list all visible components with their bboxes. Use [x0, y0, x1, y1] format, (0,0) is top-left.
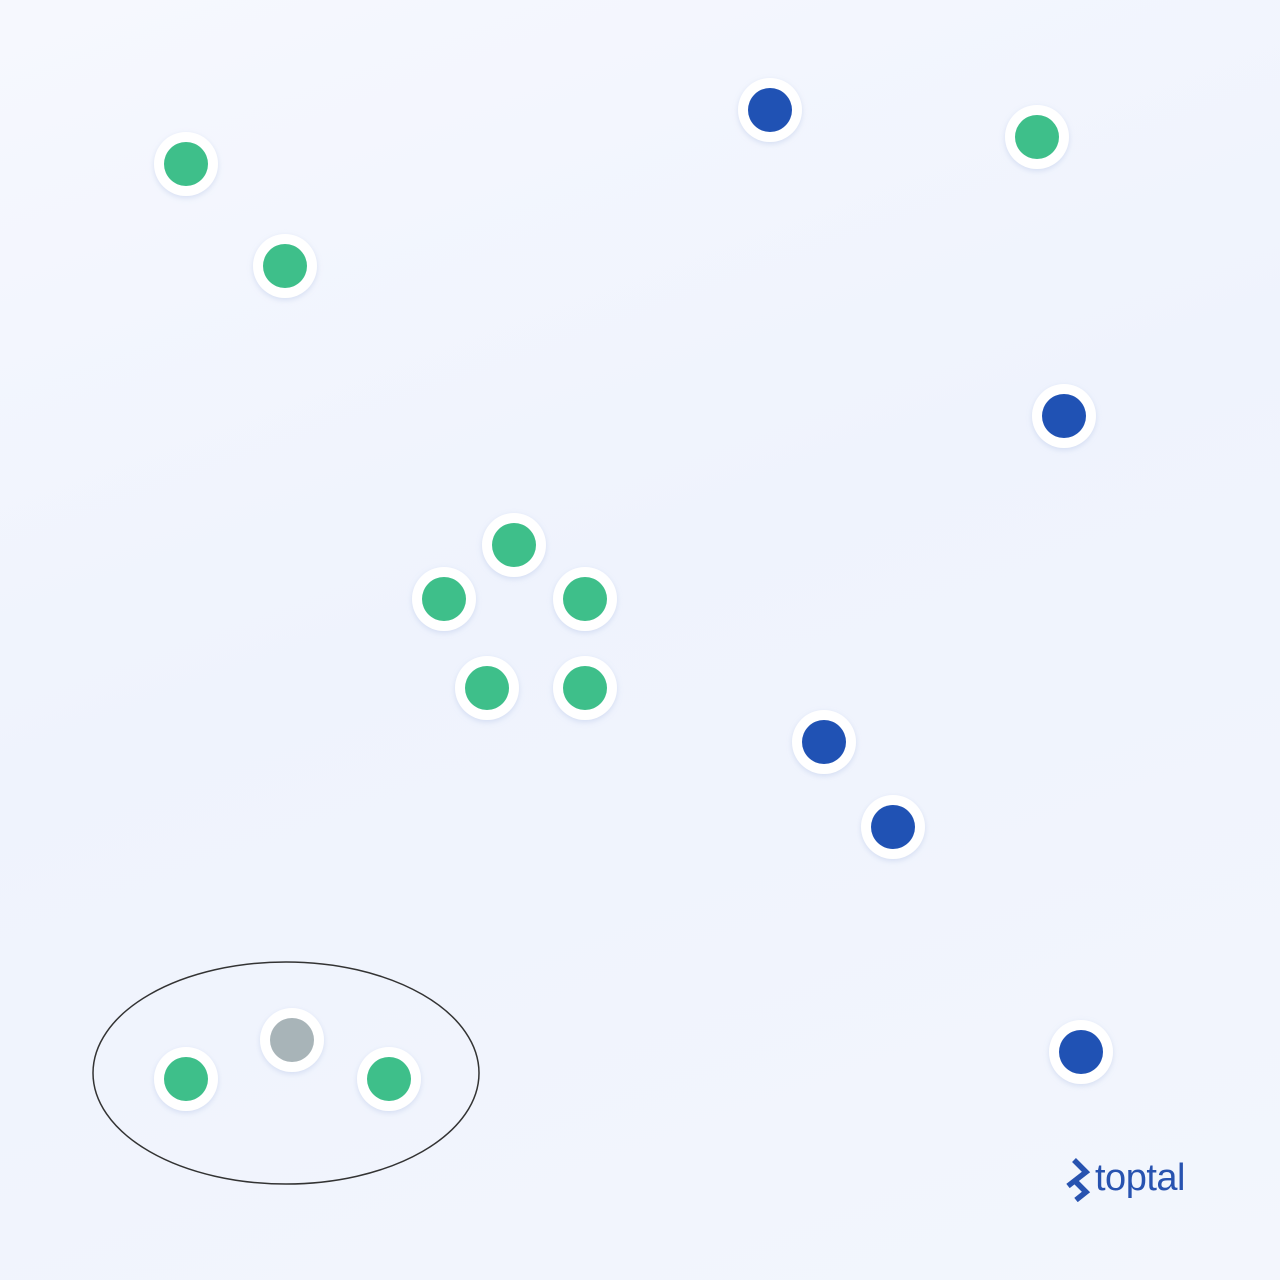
node-dot-blue	[1042, 394, 1086, 438]
node-dot-green	[422, 577, 466, 621]
node-dot-green	[465, 666, 509, 710]
nodes-layer	[154, 78, 1113, 1111]
node-dot-green	[492, 523, 536, 567]
node-blue	[861, 795, 925, 859]
node-green	[253, 234, 317, 298]
toptal-logo: toptal	[1062, 1154, 1185, 1204]
node-dot-green	[367, 1057, 411, 1101]
node-green	[154, 1047, 218, 1111]
node-dot-gray	[270, 1018, 314, 1062]
node-dot-blue	[802, 720, 846, 764]
node-blue	[1032, 384, 1096, 448]
node-dot-blue	[871, 805, 915, 849]
node-dot-green	[563, 577, 607, 621]
node-dot-blue	[1059, 1030, 1103, 1074]
node-green	[357, 1047, 421, 1111]
node-dot-green	[1015, 115, 1059, 159]
node-dot-blue	[748, 88, 792, 132]
node-dot-green	[164, 1057, 208, 1101]
node-green	[455, 656, 519, 720]
node-green	[154, 132, 218, 196]
logo-text: toptal	[1095, 1157, 1185, 1199]
node-gray	[260, 1008, 324, 1072]
node-blue	[792, 710, 856, 774]
node-dot-green	[164, 142, 208, 186]
node-green	[482, 513, 546, 577]
node-green	[1005, 105, 1069, 169]
neighborhood-ellipse	[92, 961, 480, 1185]
node-green	[553, 567, 617, 631]
node-dot-green	[563, 666, 607, 710]
node-blue	[738, 78, 802, 142]
node-dot-green	[263, 244, 307, 288]
node-blue	[1049, 1020, 1113, 1084]
toptal-logo-icon	[1066, 1158, 1091, 1202]
node-green	[412, 567, 476, 631]
node-green	[553, 656, 617, 720]
